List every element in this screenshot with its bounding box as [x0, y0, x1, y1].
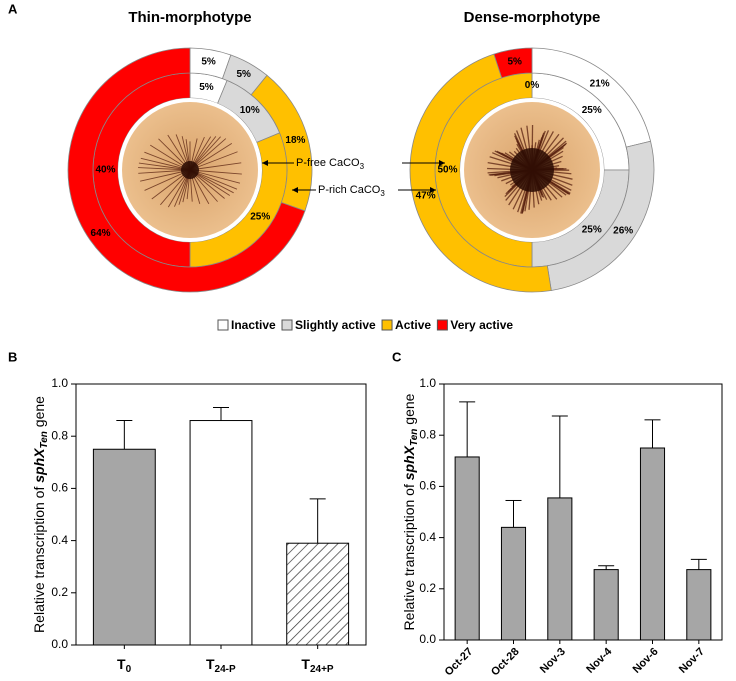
y-tick-label: 0.2 [51, 585, 68, 599]
y-tick-label: 0.4 [51, 533, 68, 547]
data-label: 50% [437, 165, 457, 176]
legend-swatch [436, 319, 448, 331]
legend-swatch [381, 319, 393, 331]
donut-segment [493, 47, 533, 79]
y-tick-label: 0.8 [419, 427, 436, 441]
y-axis-label: Relative transcription of sphXTen gene [31, 396, 50, 633]
panel-label: B [8, 349, 17, 364]
y-axis-label-sub: Ten [39, 431, 50, 448]
bar [547, 497, 573, 641]
x-tick-label-sub: 24+P [310, 664, 334, 675]
annotation-sub: 3 [380, 189, 385, 198]
y-tick-label: 0.6 [419, 479, 436, 493]
x-tick-label-text: T [206, 656, 215, 672]
data-label: 40% [95, 165, 115, 176]
y-tick-label: 1.0 [419, 376, 436, 390]
data-label: 47% [416, 190, 436, 201]
y-tick-label: 0.0 [51, 637, 68, 651]
annotation-text: P-free CaCO [296, 157, 360, 169]
annotation-text: P-rich CaCO [318, 184, 381, 196]
plot-frame [443, 383, 723, 641]
bar [286, 542, 350, 646]
legend-swatch [217, 319, 229, 331]
data-label: 10% [240, 105, 260, 116]
y-tick-label: 0.6 [51, 481, 68, 495]
panel-label: A [8, 1, 18, 16]
arrow-head [439, 160, 445, 166]
data-label: 25% [582, 105, 602, 116]
annotation: P-rich CaCO3 [318, 184, 385, 198]
legend-label: Slightly active [295, 318, 376, 332]
chart-title: Thin-morphotype [128, 9, 251, 26]
x-tick-label: Nov-7 [677, 646, 707, 676]
y-axis-label-text: gene [401, 393, 417, 428]
x-tick-label: T24+P [301, 656, 334, 675]
y-tick-label: 0.4 [419, 530, 436, 544]
x-tick-label: T0 [117, 656, 132, 675]
x-tick-label-sub: 0 [126, 664, 132, 675]
data-label: 26% [613, 225, 633, 236]
data-label: 5% [236, 69, 251, 80]
data-label: 21% [590, 79, 610, 90]
y-tick-label: 0.8 [51, 428, 68, 442]
data-label: 5% [201, 57, 216, 68]
x-tick-label: T24-P [206, 656, 236, 675]
colony-filaments [138, 134, 242, 208]
bar [639, 447, 666, 641]
legend-label: Active [395, 318, 431, 332]
y-axis-label-sub: Ten [409, 429, 420, 446]
bar [454, 456, 480, 641]
bar [593, 569, 619, 641]
x-tick-label: Oct-27 [443, 646, 476, 679]
x-tick-label: Oct-28 [489, 646, 522, 679]
bar [189, 420, 253, 646]
y-tick-label: 0.2 [419, 581, 436, 595]
x-tick-label-sub: 24-P [215, 664, 236, 675]
bar [92, 448, 156, 646]
y-axis-label-text: gene [31, 396, 47, 431]
bar [500, 526, 527, 641]
y-axis-label-gene: sphX [401, 444, 417, 480]
x-tick-label-text: T [301, 656, 310, 672]
x-tick-label: Nov-3 [538, 646, 568, 676]
y-tick-label: 0.0 [419, 632, 436, 646]
x-tick-label-text: T [117, 656, 126, 672]
y-axis-label-text: Relative transcription of [401, 480, 417, 630]
data-label: 5% [199, 82, 214, 93]
legend-label: Very active [450, 318, 513, 332]
donut-segment [67, 47, 306, 293]
y-axis-label-gene: sphX [31, 447, 47, 483]
bar [686, 569, 712, 641]
data-label: 25% [582, 224, 602, 235]
y-axis-label-text: Relative transcription of [31, 483, 47, 633]
data-label: 5% [507, 57, 522, 68]
annotation: P-free CaCO3 [296, 157, 365, 171]
data-label: 0% [525, 80, 540, 91]
data-label: 18% [285, 135, 305, 146]
data-label: 25% [250, 212, 270, 223]
colony-filaments [487, 125, 573, 214]
y-axis-label: Relative transcription of sphXTen gene [401, 393, 420, 630]
y-tick-label: 1.0 [51, 376, 68, 390]
legend-swatch [281, 319, 293, 331]
colony-core [181, 161, 199, 179]
x-tick-label: Nov-4 [584, 645, 615, 676]
legend-label: Inactive [231, 318, 276, 332]
panel-label: C [392, 349, 402, 364]
colony-core [510, 148, 554, 192]
data-label: 64% [91, 228, 111, 239]
annotation-sub: 3 [360, 162, 365, 171]
x-tick-label: Nov-6 [631, 646, 661, 676]
chart-title: Dense-morphotype [464, 9, 601, 26]
arrow-head [262, 160, 268, 166]
arrow-head [430, 187, 436, 193]
arrow-head [292, 187, 298, 193]
